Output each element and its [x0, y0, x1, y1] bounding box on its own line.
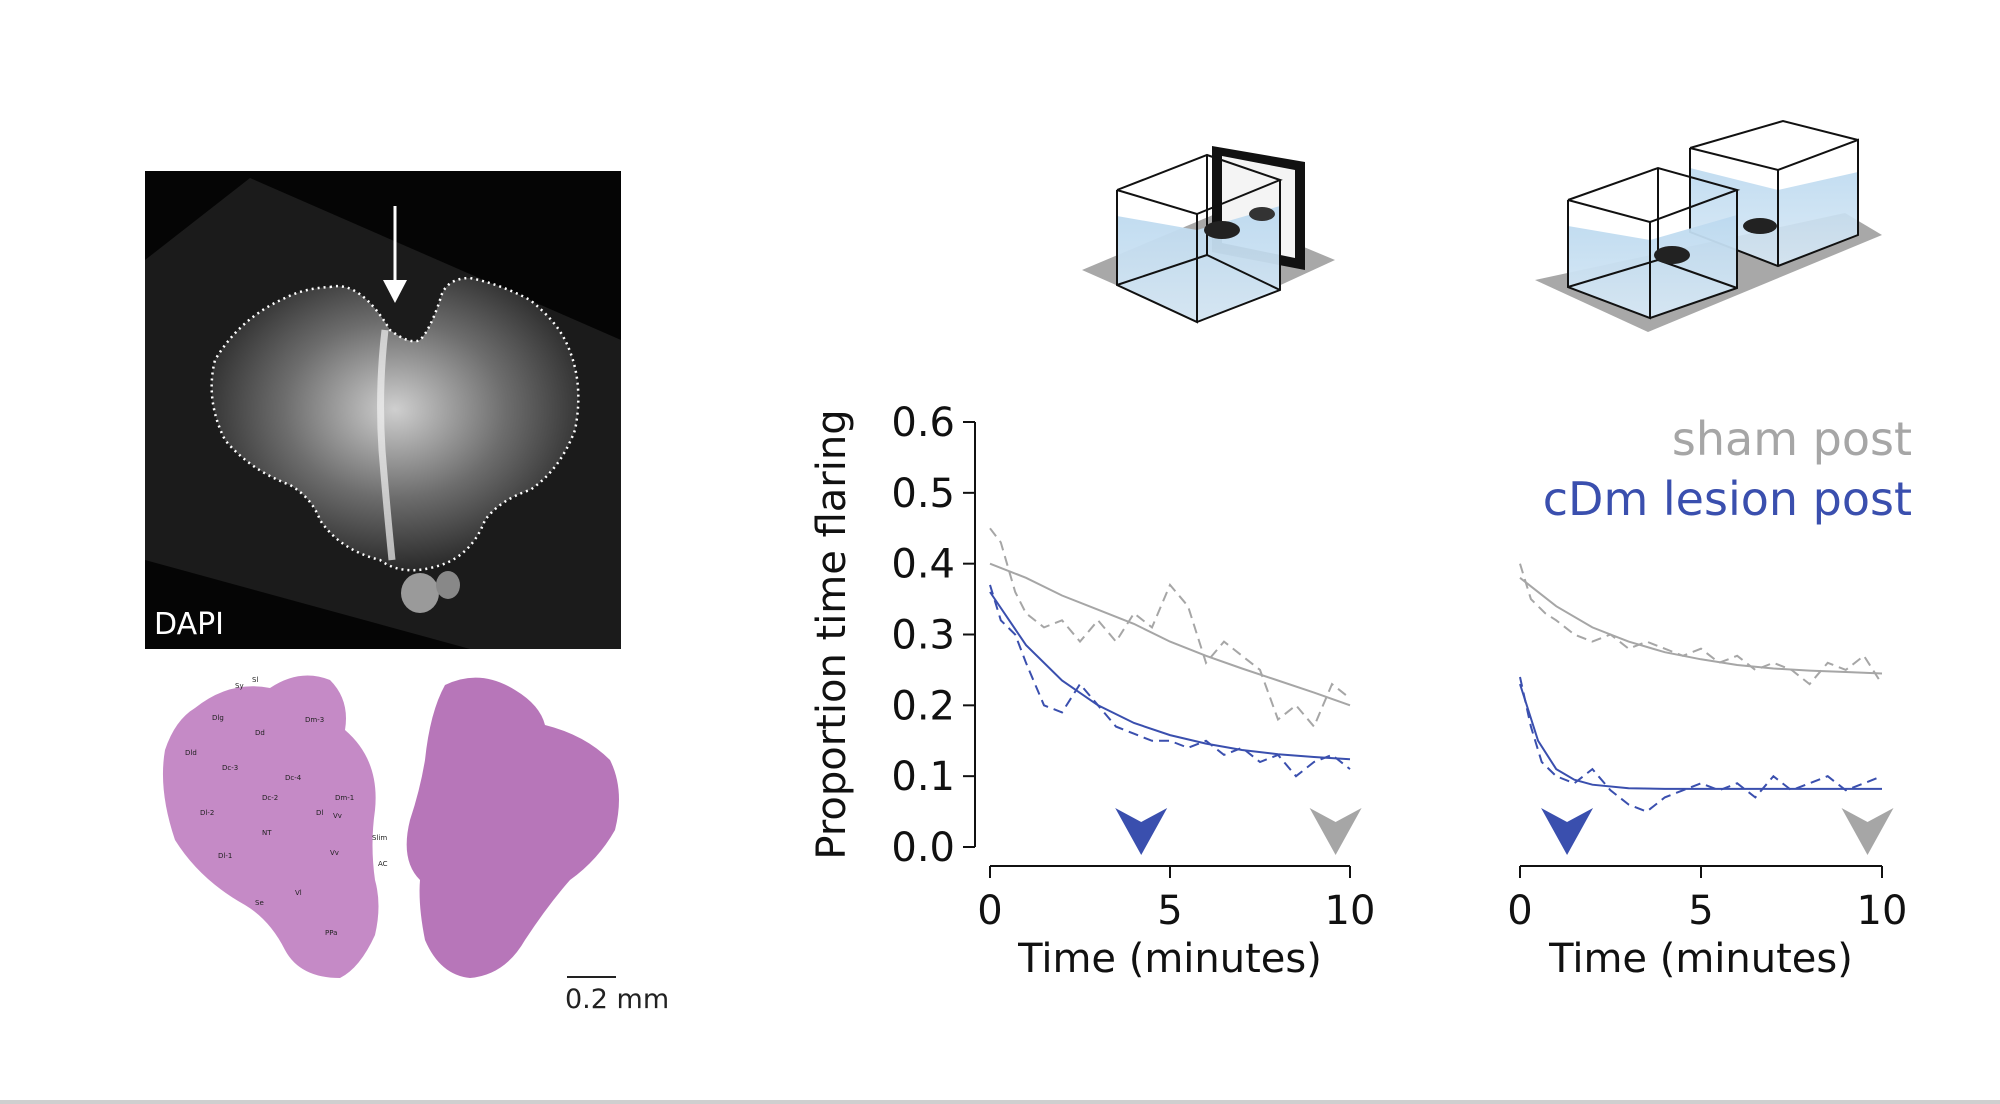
histology-label: Dl: [316, 809, 323, 817]
histology-label: Dm-3: [305, 716, 324, 724]
tank-edges: [1116, 153, 1283, 324]
histology-label: Dl-1: [218, 852, 232, 860]
histology-label: NT: [262, 829, 272, 837]
tank-mirror-illustration: [1082, 146, 1335, 324]
y-tick-label: 0.0: [891, 825, 955, 871]
series-line: [989, 584, 1351, 778]
histology-label: Dc-3: [222, 764, 238, 772]
series-line: [1519, 683, 1882, 790]
histology-right-hemisphere: [406, 677, 619, 978]
y-axis-label: Proportion time flaring: [809, 409, 855, 859]
histology-left-hemisphere: [162, 675, 379, 978]
arrowhead-marker: [1541, 808, 1594, 855]
y-tick-label: 0.3: [891, 613, 955, 659]
y-tick-label: 0.6: [891, 400, 955, 446]
y-tick-label: 0.2: [891, 683, 955, 729]
histology-label: Dc-4: [285, 774, 302, 782]
x-tick-label: 5: [1157, 888, 1182, 934]
x-tick-label: 0: [977, 888, 1002, 934]
dapi-midline-signal: [377, 329, 396, 561]
histology-label: Sy: [235, 682, 244, 690]
histology-label: Vl: [295, 889, 302, 897]
histology-region-labels: Sy Sl Dlg Dd Dm-3 Dld Dc-3 Dc-4 Dc-2 Dm-…: [185, 676, 388, 937]
series-line: [1519, 563, 1883, 686]
histology-panel: Sy Sl Dlg Dd Dm-3 Dld Dc-3 Dc-4 Dc-2 Dm-…: [162, 675, 669, 1015]
x-axis-label: Time (minutes): [1548, 936, 1853, 982]
dapi-bright-spot: [401, 573, 439, 613]
legend-entry: sham post: [1672, 412, 1912, 466]
scale-bar-label: 0.2 mm: [565, 984, 669, 1015]
y-tick-label: 0.5: [891, 471, 955, 517]
series-line: [1519, 577, 1883, 675]
series-line: [1519, 676, 1883, 813]
fish-reflection-icon: [1249, 207, 1275, 221]
histology-label: Dlg: [212, 714, 224, 722]
dapi-brain-section: [210, 276, 580, 572]
series-line: [989, 562, 1351, 707]
series-line: [989, 527, 1351, 729]
series-line: [989, 591, 1351, 761]
histology-label: Dld: [185, 749, 197, 757]
histology-label: PPa: [325, 929, 337, 937]
x-axis-label: Time (minutes): [1017, 936, 1322, 982]
tank-pair-illustration: [1535, 119, 1882, 332]
arrowhead-marker: [1309, 808, 1362, 855]
y-tick-label: 0.1: [891, 754, 955, 800]
histology-label: Dc-2: [262, 794, 278, 802]
histology-label: Dd: [255, 729, 265, 737]
x-tick-label: 0: [1507, 888, 1532, 934]
fish-icon: [1654, 246, 1690, 264]
dapi-bright-spot-small: [436, 571, 460, 599]
x-tick-label: 5: [1688, 888, 1713, 934]
histology-label: Slim: [372, 834, 387, 842]
legend-entry: cDm lesion post: [1543, 472, 1912, 526]
dapi-label: DAPI: [154, 607, 224, 642]
x-tick-label: 10: [1857, 888, 1908, 934]
histology-label: Sl: [252, 676, 258, 684]
histology-label: Dl-2: [200, 809, 214, 817]
histology-label: AC: [378, 860, 388, 868]
histology-label: Vv: [333, 812, 342, 820]
y-tick-label: 0.4: [891, 542, 955, 588]
x-tick-label: 10: [1325, 888, 1376, 934]
down-arrow-icon: [383, 280, 407, 303]
histology-label: Dm-1: [335, 794, 354, 802]
fish-icon: [1743, 218, 1777, 234]
arrowhead-marker: [1115, 808, 1168, 855]
arrowhead-marker: [1841, 808, 1894, 855]
fish-icon: [1204, 221, 1240, 239]
histology-label: Se: [255, 899, 264, 907]
tank-front-water: [1568, 215, 1737, 318]
histology-label: Vv: [330, 849, 339, 857]
bottom-divider: [0, 1100, 2000, 1104]
tank-water: [1117, 206, 1280, 322]
dapi-image-panel: DAPI: [145, 171, 621, 649]
